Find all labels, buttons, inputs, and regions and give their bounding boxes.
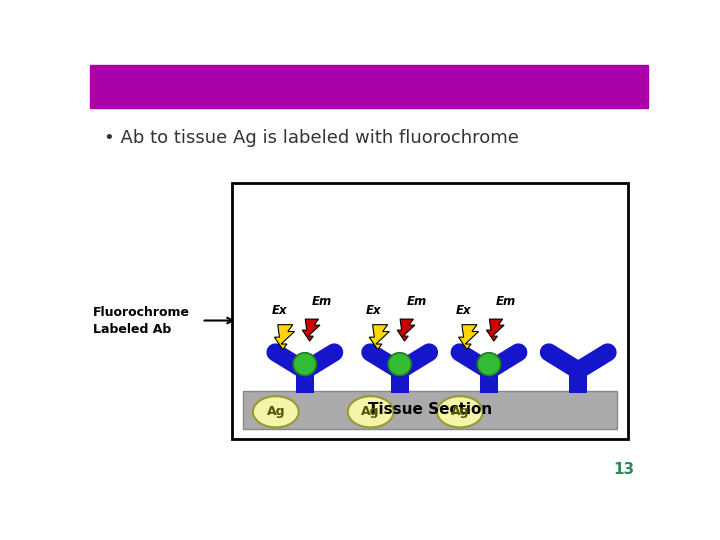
Text: Ag: Ag xyxy=(361,406,380,419)
Ellipse shape xyxy=(477,353,500,376)
Text: Ex: Ex xyxy=(271,304,287,317)
Text: Tissue Section: Tissue Section xyxy=(368,402,492,417)
Text: Em: Em xyxy=(495,295,516,308)
Text: Em: Em xyxy=(406,295,426,308)
Text: Ag: Ag xyxy=(266,406,285,419)
Text: 13: 13 xyxy=(613,462,634,477)
Polygon shape xyxy=(397,319,415,341)
Ellipse shape xyxy=(348,396,394,427)
Text: Ex: Ex xyxy=(366,304,382,317)
Polygon shape xyxy=(459,325,479,349)
Polygon shape xyxy=(302,319,320,341)
Text: Direct Immunofluorescence: Direct Immunofluorescence xyxy=(104,73,536,101)
Text: Ag: Ag xyxy=(451,406,469,419)
Ellipse shape xyxy=(437,396,483,427)
Text: Em: Em xyxy=(312,295,332,308)
Text: Ex: Ex xyxy=(456,304,471,317)
Polygon shape xyxy=(487,319,504,341)
Ellipse shape xyxy=(293,353,317,376)
Text: • Ab to tissue Ag is labeled with fluorochrome: • Ab to tissue Ag is labeled with fluoro… xyxy=(104,129,519,146)
Bar xyxy=(233,183,629,439)
Polygon shape xyxy=(369,325,390,349)
Polygon shape xyxy=(274,325,294,349)
Ellipse shape xyxy=(253,396,299,427)
Ellipse shape xyxy=(388,353,411,376)
Text: Fluorochrome
Labeled Ab: Fluorochrome Labeled Ab xyxy=(93,306,190,335)
Bar xyxy=(243,391,617,429)
